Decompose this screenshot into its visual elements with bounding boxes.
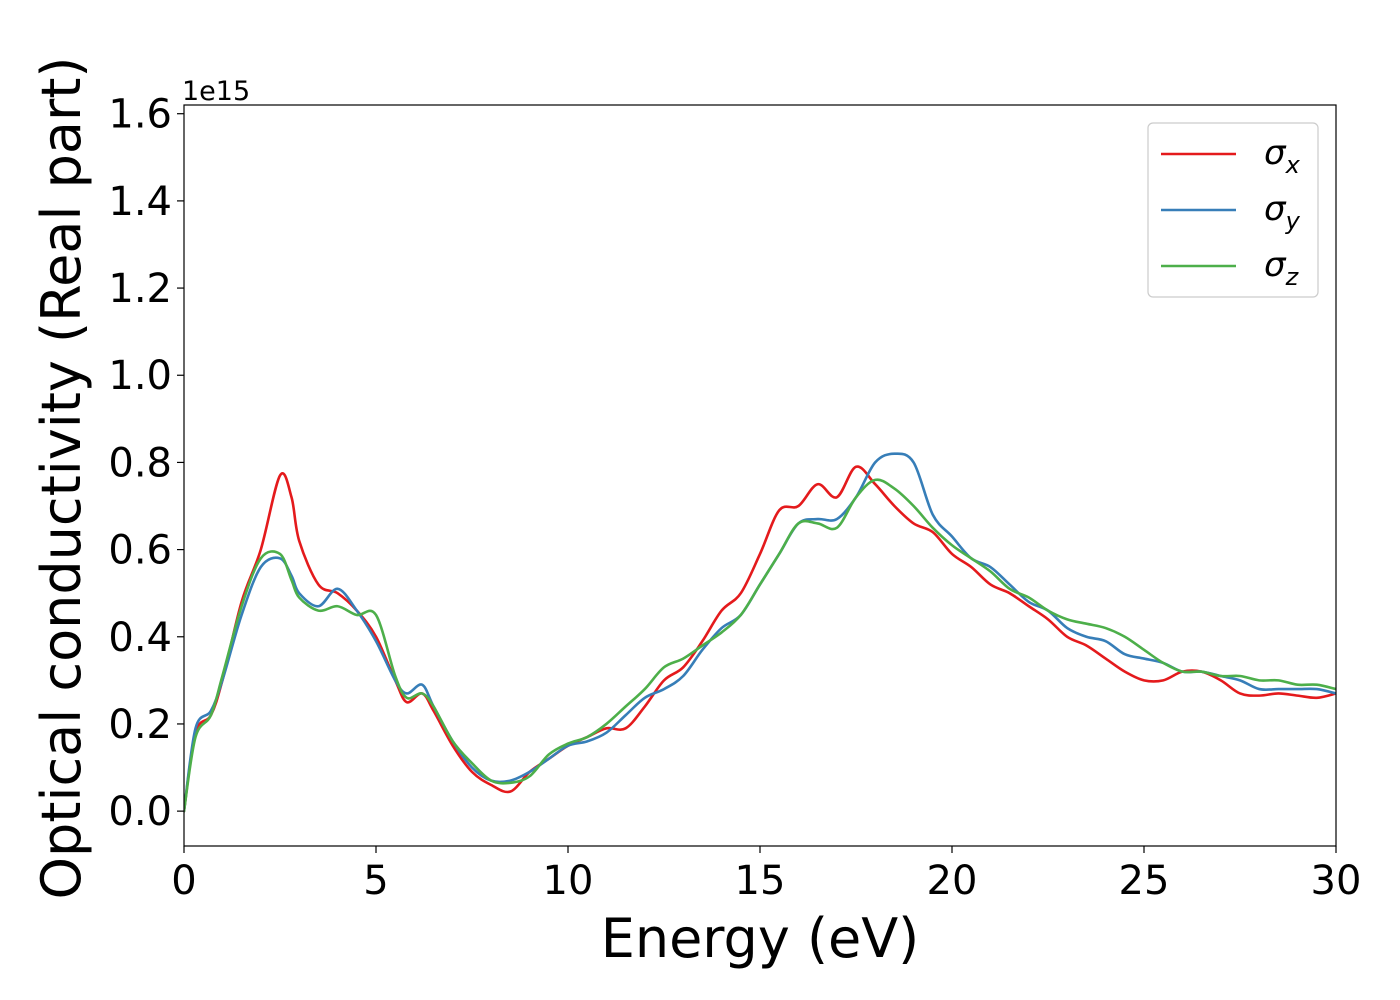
series-line-y <box>184 452 1336 813</box>
y-tick-label: 0.4 <box>108 615 172 661</box>
y-tick-label: 0.2 <box>108 702 172 748</box>
y-tick-label: 1.4 <box>108 179 172 225</box>
series-line-x <box>184 465 1336 813</box>
series-line-z <box>184 478 1336 813</box>
legend-label-z: σz <box>1264 245 1300 291</box>
y-axis-offset-label: 1e15 <box>182 76 250 107</box>
x-axis-label: Energy (eV) <box>601 907 920 970</box>
y-tick-label: 1.0 <box>108 353 172 399</box>
y-tick-label: 0.0 <box>108 789 172 835</box>
y-tick-label: 0.6 <box>108 528 172 574</box>
x-tick-label: 25 <box>1119 858 1170 904</box>
x-tick-label: 10 <box>543 858 594 904</box>
x-tick-label: 0 <box>171 858 196 904</box>
series-layer <box>184 452 1336 813</box>
x-tick-label: 20 <box>927 858 978 904</box>
x-tick-label: 30 <box>1311 858 1362 904</box>
x-tick-label: 15 <box>735 858 786 904</box>
y-axis-label: Optical conductivity (Real part) <box>30 57 93 900</box>
y-tick-label: 0.8 <box>108 440 172 486</box>
legend-label-x: σx <box>1264 133 1301 179</box>
y-tick-label: 1.2 <box>108 266 172 312</box>
y-axis-ticks: 0.0 0.2 0.4 0.6 0.8 1.0 1.2 1.4 1.6 <box>108 92 184 835</box>
legend-label-y: σy <box>1264 189 1301 235</box>
legend: σx σy σz <box>1147 122 1319 298</box>
x-tick-label: 5 <box>363 858 388 904</box>
y-tick-label: 1.6 <box>108 92 172 138</box>
x-axis-ticks: 0 5 10 15 20 25 30 <box>171 846 1361 904</box>
